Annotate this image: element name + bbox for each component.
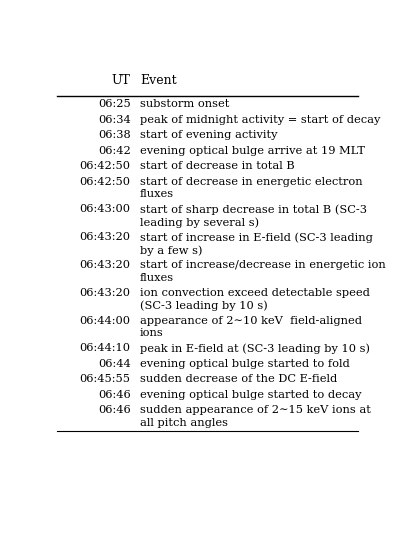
Text: sudden decrease of the DC E-field: sudden decrease of the DC E-field	[140, 374, 337, 384]
Text: start of decrease in energetic electron
fluxes: start of decrease in energetic electron …	[140, 177, 363, 199]
Text: substorm onset: substorm onset	[140, 99, 230, 109]
Text: 06:44:00: 06:44:00	[80, 316, 131, 326]
Text: Event: Event	[140, 75, 177, 87]
Text: sudden appearance of 2∼15 keV ions at
all pitch angles: sudden appearance of 2∼15 keV ions at al…	[140, 405, 371, 428]
Text: 06:42:50: 06:42:50	[80, 161, 131, 171]
Text: appearance of 2∼10 keV  field-aligned
ions: appearance of 2∼10 keV field-aligned ion…	[140, 316, 362, 338]
Text: peak in E-field at (SC-3 leading by 10 s): peak in E-field at (SC-3 leading by 10 s…	[140, 344, 370, 354]
Text: peak of midnight activity = start of decay: peak of midnight activity = start of dec…	[140, 115, 380, 125]
Text: evening optical bulge started to fold: evening optical bulge started to fold	[140, 359, 350, 369]
Text: start of sharp decrease in total B (SC-3
leading by several s): start of sharp decrease in total B (SC-3…	[140, 204, 367, 228]
Text: evening optical bulge arrive at 19 MLT: evening optical bulge arrive at 19 MLT	[140, 145, 365, 155]
Text: 06:43:20: 06:43:20	[80, 232, 131, 242]
Text: start of increase in E-field (SC-3 leading
by a few s): start of increase in E-field (SC-3 leadi…	[140, 232, 373, 256]
Text: 06:42:50: 06:42:50	[80, 177, 131, 187]
Text: 06:42: 06:42	[98, 145, 131, 155]
Text: ion convection exceed detectable speed
(SC-3 leading by 10 s): ion convection exceed detectable speed (…	[140, 288, 370, 311]
Text: 06:46: 06:46	[98, 390, 131, 400]
Text: 06:43:20: 06:43:20	[80, 260, 131, 270]
Text: 06:43:20: 06:43:20	[80, 288, 131, 298]
Text: start of decrease in total B: start of decrease in total B	[140, 161, 295, 171]
Text: 06:43:00: 06:43:00	[80, 204, 131, 214]
Text: 06:38: 06:38	[98, 130, 131, 140]
Text: start of evening activity: start of evening activity	[140, 130, 277, 140]
Text: UT: UT	[112, 75, 131, 87]
Text: 06:44: 06:44	[98, 359, 131, 369]
Text: evening optical bulge started to decay: evening optical bulge started to decay	[140, 390, 362, 400]
Text: 06:44:10: 06:44:10	[80, 344, 131, 354]
Text: start of increase/decrease in energetic ion
fluxes: start of increase/decrease in energetic …	[140, 260, 386, 283]
Text: 06:45:55: 06:45:55	[80, 374, 131, 384]
Text: 06:25: 06:25	[98, 99, 131, 109]
Text: 06:46: 06:46	[98, 405, 131, 416]
Text: 06:34: 06:34	[98, 115, 131, 125]
